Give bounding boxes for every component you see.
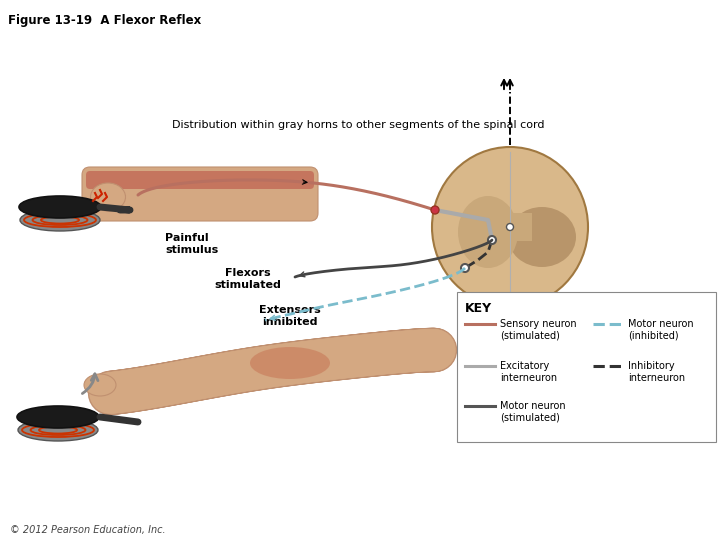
Text: Flexors
stimulated: Flexors stimulated: [215, 268, 282, 289]
Text: Extensors
inhibited: Extensors inhibited: [259, 305, 321, 327]
Text: Inhibitory
interneuron: Inhibitory interneuron: [628, 361, 685, 383]
Ellipse shape: [91, 183, 125, 211]
Text: Sensory neuron
(stimulated): Sensory neuron (stimulated): [500, 319, 577, 341]
Text: © 2012 Pearson Education, Inc.: © 2012 Pearson Education, Inc.: [10, 525, 166, 535]
Ellipse shape: [431, 206, 439, 214]
Text: Motor neuron
(inhibited): Motor neuron (inhibited): [628, 319, 693, 341]
FancyBboxPatch shape: [457, 292, 716, 442]
FancyBboxPatch shape: [82, 167, 318, 221]
Ellipse shape: [432, 147, 588, 307]
Bar: [488, 213, 532, 241]
Ellipse shape: [84, 374, 116, 396]
Text: Figure 13-19  A Flexor Reflex: Figure 13-19 A Flexor Reflex: [8, 14, 202, 27]
Ellipse shape: [506, 224, 513, 231]
Text: Painful
stimulus: Painful stimulus: [165, 233, 218, 254]
Ellipse shape: [20, 209, 100, 231]
Ellipse shape: [458, 196, 518, 268]
Ellipse shape: [19, 196, 101, 218]
Ellipse shape: [17, 406, 99, 428]
Text: KEY: KEY: [465, 302, 492, 315]
Text: Distribution within gray horns to other segments of the spinal cord: Distribution within gray horns to other …: [172, 120, 544, 130]
Ellipse shape: [18, 419, 98, 441]
Ellipse shape: [461, 264, 469, 272]
Ellipse shape: [488, 236, 496, 244]
FancyBboxPatch shape: [86, 171, 314, 189]
Ellipse shape: [250, 347, 330, 379]
Ellipse shape: [508, 207, 576, 267]
Text: Excitatory
interneuron: Excitatory interneuron: [500, 361, 557, 383]
Text: Motor neuron
(stimulated): Motor neuron (stimulated): [500, 401, 566, 423]
